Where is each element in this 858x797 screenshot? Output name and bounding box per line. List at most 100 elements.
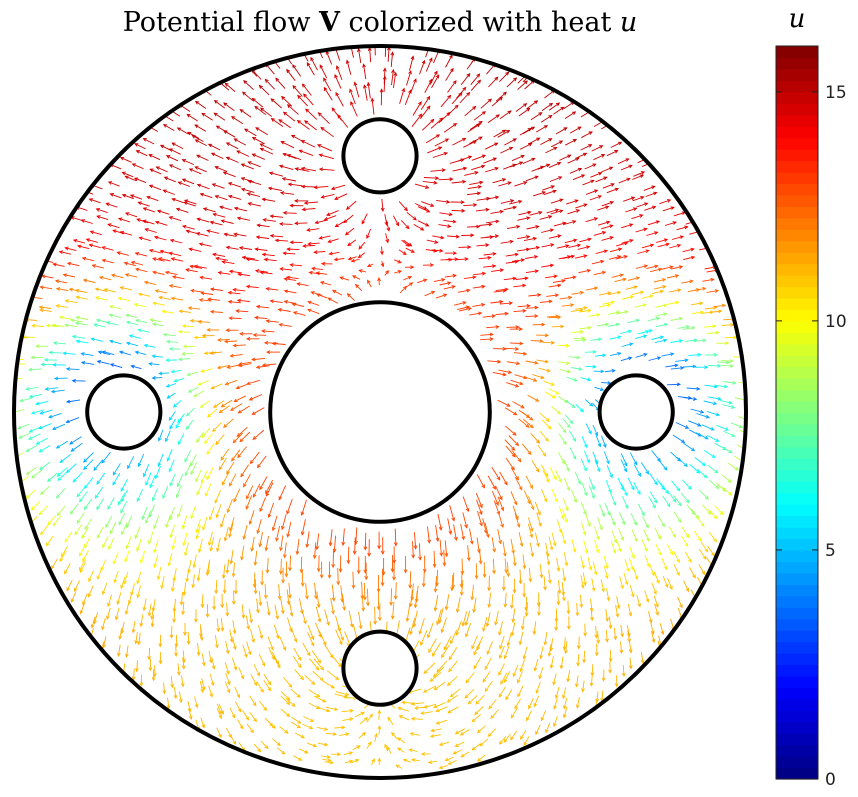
- velocity-arrow-head: [625, 158, 630, 162]
- velocity-arrow-head: [136, 547, 140, 552]
- velocity-arrow-head: [621, 520, 626, 526]
- velocity-arrow: [590, 674, 593, 686]
- velocity-arrow: [31, 469, 43, 479]
- velocity-arrow-head: [447, 94, 452, 99]
- velocity-arrow-head: [201, 479, 205, 484]
- velocity-arrow-head: [120, 487, 125, 492]
- velocity-arrow: [209, 673, 214, 686]
- velocity-arrow-head: [666, 503, 671, 508]
- velocity-arrow-head: [441, 654, 445, 659]
- velocity-arrow-head: [678, 316, 684, 321]
- velocity-arrow-head: [166, 704, 171, 710]
- velocity-arrow-head: [38, 448, 43, 453]
- velocity-arrow: [410, 78, 417, 94]
- velocity-arrow-head: [275, 537, 279, 542]
- velocity-arrow: [723, 430, 735, 437]
- velocity-arrow-head: [464, 694, 469, 699]
- velocity-arrow-head: [177, 513, 181, 519]
- velocity-arrow-head: [640, 196, 645, 200]
- velocity-arrow: [252, 429, 265, 440]
- velocity-arrow: [169, 418, 176, 429]
- velocity-arrow: [500, 146, 513, 154]
- velocity-arrow: [252, 98, 264, 108]
- velocity-arrow: [216, 708, 222, 719]
- velocity-arrow-head: [210, 152, 216, 157]
- velocity-arrow: [268, 502, 275, 518]
- velocity-arrow: [548, 316, 561, 319]
- velocity-arrow: [615, 255, 628, 260]
- velocity-arrow-head: [317, 618, 322, 623]
- velocity-arrow-head: [533, 378, 538, 382]
- velocity-arrow: [192, 574, 195, 588]
- velocity-arrow: [476, 537, 480, 553]
- velocity-arrow: [562, 509, 568, 523]
- velocity-arrow: [149, 504, 155, 518]
- velocity-arrow: [275, 78, 286, 89]
- velocity-arrow: [585, 189, 598, 195]
- velocity-arrow: [65, 324, 78, 328]
- velocity-arrow: [102, 636, 107, 648]
- velocity-arrow: [57, 467, 68, 477]
- velocity-arrow: [74, 524, 83, 535]
- velocity-arrow-head: [599, 387, 605, 392]
- velocity-arrow: [213, 400, 225, 408]
- velocity-arrow: [126, 342, 138, 347]
- velocity-arrow-head: [748, 433, 751, 436]
- velocity-arrow-head: [348, 759, 354, 764]
- velocity-arrow: [177, 127, 189, 135]
- velocity-arrow-head: [526, 216, 531, 221]
- velocity-arrow-head: [90, 624, 95, 629]
- velocity-arrow: [240, 464, 249, 477]
- velocity-arrow-head: [300, 582, 305, 587]
- velocity-arrow: [557, 344, 569, 347]
- velocity-arrow: [229, 517, 235, 531]
- velocity-arrow: [523, 237, 537, 242]
- velocity-arrow-head: [196, 438, 200, 444]
- velocity-arrow: [452, 137, 466, 146]
- velocity-arrow-head: [216, 338, 222, 342]
- velocity-arrow-head: [651, 572, 655, 577]
- velocity-arrow-head: [726, 360, 731, 365]
- velocity-arrow: [48, 412, 62, 418]
- velocity-arrow: [615, 604, 619, 617]
- velocity-arrow: [230, 403, 243, 411]
- velocity-arrow-head: [460, 753, 465, 758]
- velocity-arrow-head: [40, 362, 45, 367]
- velocity-arrow-head: [464, 257, 469, 261]
- velocity-arrow: [319, 168, 335, 171]
- velocity-arrow-head: [439, 248, 444, 253]
- velocity-arrow: [606, 465, 613, 478]
- velocity-arrow-head: [282, 554, 287, 559]
- colorbar-band: [776, 504, 818, 517]
- velocity-arrow-head: [277, 307, 282, 312]
- velocity-arrow: [499, 110, 512, 120]
- velocity-arrow-head: [121, 498, 125, 503]
- velocity-arrow-head: [447, 224, 452, 229]
- colorbar-band: [776, 675, 818, 688]
- velocity-arrow-head: [465, 305, 470, 310]
- velocity-arrow-head: [166, 395, 171, 399]
- velocity-arrow: [575, 203, 587, 209]
- velocity-arrow: [654, 603, 659, 616]
- velocity-arrow: [424, 291, 435, 297]
- velocity-arrow: [581, 436, 588, 448]
- velocity-arrow: [314, 582, 317, 599]
- velocity-arrow-head: [289, 240, 294, 245]
- velocity-arrow: [546, 315, 559, 318]
- velocity-arrow-head: [489, 332, 494, 337]
- velocity-arrow-head: [532, 236, 538, 241]
- velocity-arrow-head: [292, 64, 297, 69]
- velocity-arrow: [402, 701, 415, 704]
- velocity-arrow-head: [397, 270, 403, 274]
- velocity-arrow-head: [360, 595, 365, 600]
- velocity-arrow: [555, 127, 568, 135]
- velocity-arrow-head: [600, 369, 605, 374]
- velocity-arrow: [351, 759, 359, 764]
- velocity-arrow: [583, 540, 588, 554]
- velocity-arrow: [347, 546, 350, 564]
- velocity-arrow: [223, 171, 236, 178]
- velocity-arrow: [439, 212, 453, 216]
- velocity-arrow: [81, 361, 95, 365]
- velocity-arrow-head: [478, 560, 483, 565]
- velocity-arrow-head: [512, 672, 517, 678]
